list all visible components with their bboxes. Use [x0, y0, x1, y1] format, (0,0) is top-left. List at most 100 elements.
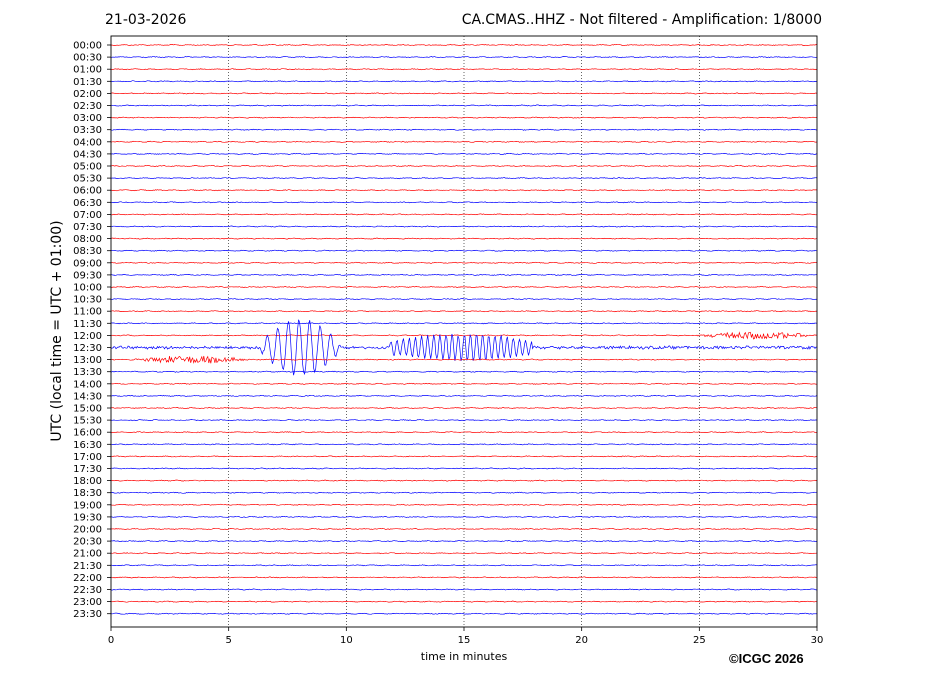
trace-1800 [110, 479, 818, 482]
y-tick-label: 14:30 [73, 391, 102, 402]
trace-0500 [110, 165, 818, 168]
y-tick-label: 13:00 [73, 355, 102, 366]
trace-1230 [110, 319, 817, 376]
trace-1600 [110, 431, 818, 434]
x-tick-label: 30 [811, 635, 824, 646]
y-tick-label: 01:00 [73, 65, 102, 76]
trace-1030 [110, 298, 818, 301]
trace-1730 [110, 467, 817, 470]
y-tick-label: 13:30 [73, 367, 102, 378]
x-tick-label: 15 [458, 635, 471, 646]
y-tick-label: 17:00 [73, 452, 102, 463]
y-tick-label: 02:00 [73, 89, 102, 100]
trace-0030 [111, 56, 818, 59]
trace-2100 [110, 552, 818, 555]
trace-1830 [110, 491, 818, 494]
y-tick-label: 08:30 [73, 246, 102, 257]
y-tick-label: 12:00 [73, 331, 102, 342]
trace-2230 [110, 588, 817, 591]
y-tick-label: 21:30 [73, 561, 102, 572]
x-tick-label: 0 [108, 635, 114, 646]
trace-1430 [110, 394, 818, 397]
y-tick-label: 20:00 [73, 525, 102, 536]
trace-2000 [110, 527, 818, 531]
trace-1000 [111, 286, 818, 289]
plot-frame [110, 35, 818, 628]
y-tick-label: 15:00 [73, 404, 102, 415]
y-tick-label: 16:30 [73, 440, 102, 451]
y-tick-label: 18:30 [73, 488, 102, 499]
x-tick-label: 5 [225, 635, 231, 646]
y-tick-label: 07:30 [73, 222, 102, 233]
y-tick-label: 19:00 [73, 500, 102, 511]
trace-0630 [110, 201, 817, 204]
y-tick-label: 02:30 [73, 101, 102, 112]
trace-0230 [110, 104, 818, 107]
x-tick-label: 25 [693, 635, 706, 646]
y-tick-label: 04:00 [73, 137, 102, 148]
date-label: 21-03-2026 [105, 12, 187, 28]
trace-0400 [110, 140, 818, 143]
trace-0830 [111, 249, 818, 252]
y-tick-label: 05:30 [73, 174, 102, 185]
trace-1130 [111, 322, 818, 325]
y-tick-label: 12:30 [73, 343, 102, 354]
x-axis-label: time in minutes [420, 650, 508, 663]
y-tick-label: 19:30 [73, 512, 102, 523]
trace-0130 [111, 80, 818, 83]
trace-1330 [110, 370, 818, 373]
y-tick-label: 15:30 [73, 416, 102, 427]
x-tick-label: 10 [340, 635, 353, 646]
y-tick-label: 20:30 [73, 537, 102, 548]
trace-0000 [110, 44, 818, 46]
y-tick-label: 06:30 [73, 198, 102, 209]
y-tick-label: 07:00 [73, 210, 102, 221]
y-tick-label: 14:00 [73, 379, 102, 390]
trace-0330 [110, 128, 818, 131]
y-tick-label: 22:00 [73, 573, 102, 584]
y-tick-label: 09:30 [73, 270, 102, 281]
trace-0430 [110, 152, 818, 155]
trace-1630 [111, 443, 817, 446]
chart-title: CA.CMAS..HHZ - Not filtered - Amplificat… [461, 12, 822, 28]
y-tick-label: 22:30 [73, 585, 102, 596]
trace-1500 [110, 407, 818, 410]
y-tick-label: 11:00 [73, 307, 102, 318]
trace-1700 [110, 455, 817, 458]
y-tick-label: 10:00 [73, 283, 102, 294]
trace-1400 [110, 382, 818, 385]
y-tick-label: 09:00 [73, 258, 102, 269]
trace-0300 [110, 116, 817, 119]
y-tick-label: 23:30 [73, 609, 102, 620]
trace-0700 [110, 213, 818, 216]
y-tick-label: 17:30 [73, 464, 102, 475]
trace-1530 [110, 419, 818, 422]
y-tick-label: 08:00 [73, 234, 102, 245]
trace-1900 [110, 503, 818, 506]
trace-0100 [110, 68, 818, 71]
y-tick-label: 23:00 [73, 597, 102, 608]
trace-1100 [110, 310, 818, 313]
trace-0600 [110, 189, 818, 192]
trace-2200 [110, 576, 818, 579]
x-tick-label: 20 [575, 635, 588, 646]
trace-2030 [110, 540, 818, 543]
y-tick-label: 03:00 [73, 113, 102, 124]
trace-2300 [110, 600, 818, 603]
trace-0900 [111, 261, 818, 264]
y-tick-label: 21:00 [73, 549, 102, 560]
y-axis-label: UTC (local time = UTC + 01:00) [49, 220, 65, 442]
y-tick-label: 04:30 [73, 149, 102, 160]
trace-1300 [110, 355, 818, 364]
y-tick-label: 03:30 [73, 125, 102, 136]
y-tick-label: 16:00 [73, 428, 102, 439]
y-tick-label: 00:00 [73, 41, 102, 52]
trace-0200 [110, 92, 818, 95]
trace-2330 [110, 612, 818, 615]
trace-0530 [110, 177, 818, 180]
y-tick-label: 06:00 [73, 186, 102, 197]
copyright-label: ©ICGC 2026 [729, 651, 804, 666]
trace-1930 [110, 515, 817, 518]
y-tick-label: 00:30 [73, 53, 102, 64]
